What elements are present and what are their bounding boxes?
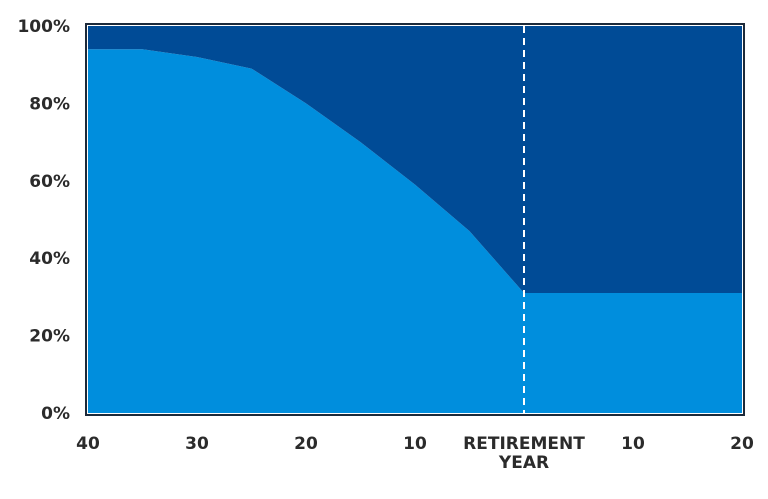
x-tick-label: 10 (403, 434, 427, 454)
x-tick-label: 40 (76, 434, 100, 454)
x-tick-label: RETIREMENT (463, 434, 585, 454)
y-tick-label: 80% (29, 94, 70, 114)
area-series-0 (88, 49, 742, 413)
y-axis: 0% 20% 40% 60% 80% 100% (17, 17, 70, 424)
x-tick-label: 20 (730, 434, 754, 454)
plot-frame (85, 23, 745, 416)
y-tick-label: 0% (41, 404, 70, 424)
area-series-1 (88, 26, 742, 294)
plot-area (85, 23, 745, 416)
y-tick-label: 60% (29, 172, 70, 192)
x-tick-label: 30 (185, 434, 209, 454)
y-tick-label: 100% (17, 17, 70, 37)
x-tick-label: YEAR (498, 453, 549, 473)
x-tick-label: 10 (621, 434, 645, 454)
x-tick-label: 20 (294, 434, 318, 454)
y-tick-label: 20% (29, 327, 70, 347)
y-tick-label: 40% (29, 249, 70, 269)
